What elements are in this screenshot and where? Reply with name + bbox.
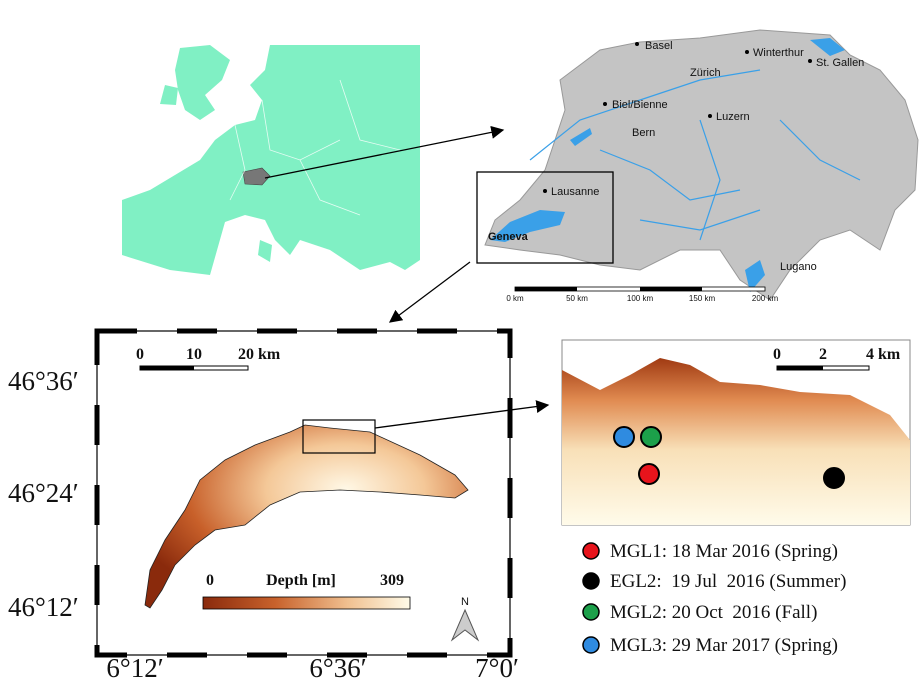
colorbar-min: 0: [206, 572, 214, 589]
lon-label: 6°36′: [309, 653, 366, 681]
city-label: Biel/Bienne: [612, 99, 668, 111]
legend-marker: [582, 572, 600, 590]
lon-label: 7°0′: [475, 653, 519, 681]
site-marker: [638, 463, 660, 485]
scale-label: 0: [136, 346, 144, 363]
scale-bar: 0 km 50 km 100 km 150 km 200 km: [506, 286, 779, 303]
scale-label: 10: [186, 346, 202, 363]
lat-label: 46°36′: [8, 366, 79, 396]
scale-label: 50 km: [566, 294, 588, 303]
lake-map: 0 10 20 km 0 Depth [m] 309 N 46°36′ 46°2…: [8, 328, 519, 681]
site-marker: [613, 426, 635, 448]
scale-label: 100 km: [627, 294, 654, 303]
lon-label: 6°12′: [106, 653, 163, 681]
scale-label: 2: [819, 346, 827, 363]
legend-label: MGL3: 29 Mar 2017 (Spring): [610, 635, 838, 656]
legend-label: MGL1: 18 Mar 2016 (Spring): [610, 541, 838, 562]
legend-marker: [582, 542, 600, 560]
city-label: Lugano: [780, 261, 817, 273]
north-label: N: [461, 596, 469, 608]
scale-label: 200 km: [752, 294, 779, 303]
legend-marker: [582, 636, 600, 654]
inset-box: [302, 419, 376, 454]
scale-label: 150 km: [689, 294, 716, 303]
city-label: Luzern: [716, 111, 750, 123]
legend-marker: [582, 603, 600, 621]
arrow: [388, 261, 471, 323]
scale-label: 0: [773, 346, 781, 363]
legend-label: MGL2: 20 Oct 2016 (Fall): [610, 602, 817, 623]
city-label: Zürich: [690, 67, 721, 79]
lat-label: 46°12′: [8, 592, 79, 622]
city-label: Winterthur: [753, 47, 804, 59]
north-arrow: [450, 608, 480, 642]
colorbar-max: 309: [380, 572, 404, 589]
inset-map: 0 2 4 km: [561, 339, 911, 526]
city-label: St. Gallen: [816, 57, 864, 69]
switzerland-map: Basel Winterthur St. Gallen Zürich Biel/…: [476, 29, 919, 303]
city-label: Basel: [645, 40, 673, 52]
scale-label: 0 km: [506, 294, 524, 303]
scale-label: 4 km: [866, 346, 901, 363]
site-marker: [640, 426, 662, 448]
colorbar: [202, 596, 411, 610]
arrow: [374, 400, 550, 429]
scale-label: 20 km: [238, 346, 281, 363]
city-label: Geneva: [488, 231, 529, 243]
site-marker: [823, 467, 845, 489]
city-label: Bern: [632, 127, 655, 139]
europe-map: [122, 45, 420, 275]
city-label: Lausanne: [551, 186, 599, 198]
arrow: [264, 125, 505, 179]
lat-label: 46°24′: [8, 478, 79, 508]
colorbar-title: Depth [m]: [266, 572, 336, 589]
legend: MGL1: 18 Mar 2016 (Spring) EGL2: 19 Jul …: [582, 541, 846, 656]
selection-box: [476, 171, 614, 264]
legend-label: EGL2: 19 Jul 2016 (Summer): [610, 571, 846, 592]
